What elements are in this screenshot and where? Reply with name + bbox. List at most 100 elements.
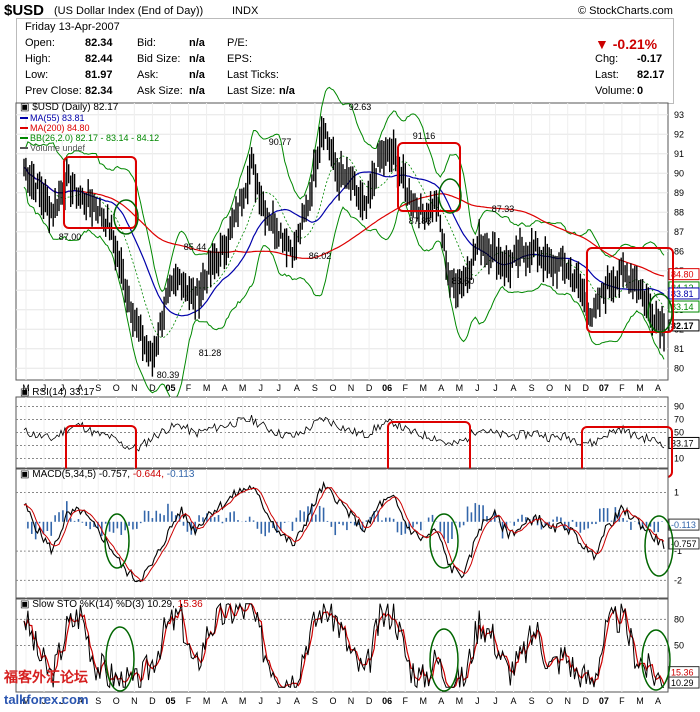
axis-value-box (668, 287, 700, 300)
bottom-x-tick: A (655, 696, 661, 706)
footer-watermark: 福客外汇论坛 (3, 669, 88, 685)
quote-label: EPS: (227, 53, 253, 65)
rsi-title: ▣ RSI(14) 33.17 (20, 387, 95, 398)
x-axis-tick: M (22, 383, 30, 393)
x-axis-tick: S (529, 383, 535, 393)
price-axis-tick: 88 (674, 207, 684, 217)
x-axis-tick: M (636, 383, 644, 393)
x-axis-tick: N (348, 383, 355, 393)
footer-watermark-url: talkforex.com (4, 692, 89, 707)
bottom-x-tick: 06 (382, 696, 392, 706)
price-annotation: 87.33 (492, 204, 515, 214)
symbol: $USD (4, 2, 45, 19)
bottom-x-tick: S (529, 696, 535, 706)
x-axis-tick: M (239, 383, 247, 393)
axis-value-label: 84.80 (671, 270, 694, 280)
exchange: INDX (232, 5, 259, 17)
sto-k-line (23, 602, 664, 689)
ma200-line (23, 167, 665, 277)
watermark: © StockCharts.com (578, 5, 673, 17)
macd-signal-line (23, 487, 665, 582)
legend-entry: BB(26,2.0) 82.17 - 83.14 - 84.12 (30, 133, 159, 143)
price-axis-tick: 92 (674, 129, 684, 139)
price-axis-tick: 91 (674, 149, 684, 159)
price-annotation: 81.28 (199, 348, 222, 358)
bb-upper-line (23, 86, 665, 293)
quote-date: Friday 13-Apr-2007 (25, 21, 120, 33)
quote-box: Friday 13-Apr-2007 ▼ -0.21% Open: 82.34 Hi… (16, 18, 674, 104)
x-axis-tick: J (42, 383, 47, 393)
rsi-line (23, 414, 665, 452)
x-axis-tick: D (366, 383, 373, 393)
bottom-x-tick: O (113, 696, 120, 706)
price-annotation: 85.44 (184, 242, 207, 252)
highlight-circle (113, 199, 139, 235)
x-axis-tick: 06 (382, 383, 392, 393)
bottom-x-tick: M (636, 696, 644, 706)
x-axis-tick: J (258, 383, 263, 393)
quote-value: 82.44 (85, 53, 113, 65)
bottom-x-tick: J (475, 696, 480, 706)
price-title: ▣ $USD (Daily) 82.17 (20, 102, 119, 113)
price-annotation: 92.63 (349, 102, 372, 112)
bottom-x-tick: F (402, 696, 408, 706)
price-annotation: 91.16 (413, 131, 436, 141)
price-axis-tick: 89 (674, 188, 684, 198)
x-axis-tick: M (203, 383, 211, 393)
quote-value: n/a (189, 69, 205, 81)
bottom-x-tick: A (511, 696, 517, 706)
bottom-x-tick: A (294, 696, 300, 706)
sto-value-label: 10.29 (671, 678, 694, 688)
down-arrow-icon: ▼ (595, 36, 609, 52)
bottom-x-tick: O (329, 696, 336, 706)
bottom-x-tick: N (564, 696, 571, 706)
x-axis-tick: O (329, 383, 336, 393)
highlight-circle (429, 513, 459, 569)
quote-label: Prev Close: (25, 85, 82, 97)
highlight-box (586, 247, 674, 333)
quote-label: Ask Size: (137, 85, 183, 97)
quote-label: Last: (595, 69, 619, 81)
security-name: (US Dollar Index (End of Day)) (54, 5, 204, 17)
bottom-x-tick: J (277, 696, 282, 706)
bottom-x-tick: M (203, 696, 211, 706)
x-axis-tick: M (420, 383, 428, 393)
x-axis-tick: D (149, 383, 156, 393)
highlight-circle (644, 515, 674, 577)
x-axis-tick: J (475, 383, 480, 393)
x-axis-tick: M (456, 383, 464, 393)
bottom-x-tick: M (456, 696, 464, 706)
macd-title-part: -0.113 (167, 469, 195, 480)
highlight-circle (105, 626, 135, 692)
quote-label: Open: (25, 37, 55, 49)
x-axis-tick: N (131, 383, 138, 393)
bottom-x-tick: J (258, 696, 263, 706)
quote-value: 82.34 (85, 37, 113, 49)
x-axis-tick: D (583, 383, 590, 393)
macd-title-part: -0.644, (133, 469, 167, 480)
macd-value-label: -0.757 (671, 539, 697, 549)
macd-title-part: MACD(5,34,5) -0.757, (32, 469, 133, 480)
axis-value-box (668, 268, 700, 281)
change-percent: ▼ -0.21% (595, 36, 658, 52)
macd-frame (15, 468, 669, 599)
highlight-circle (429, 628, 459, 692)
highlight-circle (438, 178, 462, 214)
price-axis-tick: 87 (674, 227, 684, 237)
price-annotation: 80.39 (157, 370, 180, 380)
highlight-circle (104, 513, 130, 569)
bottom-x-tick: O (546, 696, 553, 706)
macd-axis-tick: -2 (674, 575, 682, 585)
bottom-x-tick: A (77, 696, 83, 706)
quote-label: Ask: (137, 69, 159, 81)
quote-value: n/a (279, 85, 295, 97)
price-axis-tick: 81 (674, 344, 684, 354)
rsi-axis-tick: 10 (674, 454, 684, 464)
bottom-x-tick: D (366, 696, 373, 706)
sto-axis-tick: 50 (674, 641, 684, 651)
x-axis-tick: N (564, 383, 571, 393)
highlight-circle (647, 293, 673, 333)
quote-value: n/a (189, 37, 205, 49)
